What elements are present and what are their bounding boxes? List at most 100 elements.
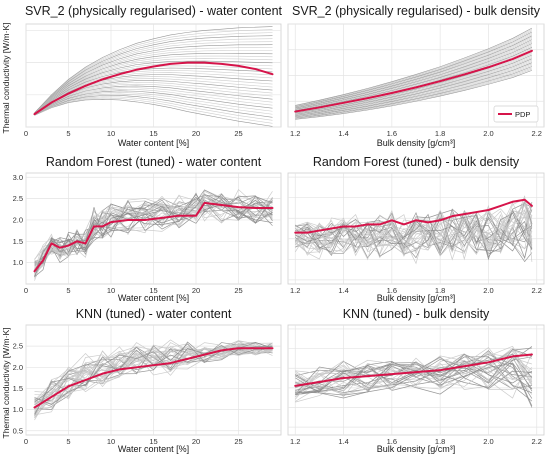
x-tick-label: 1.8	[435, 286, 445, 295]
ice-curve	[34, 50, 273, 114]
ice-curve	[295, 201, 533, 261]
ice-curve	[34, 47, 273, 114]
pdp-curve	[33, 61, 274, 116]
ice-curve	[295, 52, 533, 114]
ice-curve	[34, 192, 273, 273]
ice-curves	[34, 26, 273, 127]
ice-curve	[34, 347, 273, 413]
ice-curve	[295, 39, 533, 110]
ice-curve	[295, 362, 533, 406]
ice-curve	[34, 340, 273, 404]
x-tick-label: 1.6	[387, 437, 397, 446]
y-tick-label: 0.5	[13, 426, 23, 435]
x-axis-label: Water content [%]	[118, 444, 189, 454]
ice-curve	[34, 195, 273, 260]
pdp-curve	[294, 353, 533, 387]
subplot-rf-density: 1.2 1.4 1.6 1.8 2.0 2.2 Random Forest (tuned)…	[287, 155, 545, 303]
pdp-curve	[33, 347, 274, 409]
ice-curve	[295, 40, 533, 110]
y-tick-label: 1.5	[13, 384, 23, 393]
x-axis-label: Bulk density [g/cm³]	[377, 293, 456, 303]
ice-curve	[295, 202, 533, 255]
x-tick-label: 1.8	[435, 129, 445, 138]
subplot-svr-water: 0 5 10 15 20 25 SVR_2 (physically regularised…	[24, 4, 283, 148]
x-tick-label: 15	[149, 437, 157, 446]
y-tick-label: 1.5	[13, 237, 23, 246]
x-axis-label: Bulk density [g/cm³]	[377, 444, 456, 454]
ice-curve	[294, 349, 533, 400]
x-tick-label: 5	[66, 437, 70, 446]
x-tick-label: 10	[107, 286, 115, 295]
ice-curve	[295, 66, 533, 119]
pdp-curve	[294, 49, 533, 113]
ice-curve	[295, 352, 533, 398]
ice-curve	[34, 97, 273, 124]
ice-curve	[34, 35, 273, 114]
ice-curve	[295, 38, 533, 110]
x-tick-label: 2.2	[532, 437, 542, 446]
y-tick-label: 1.0	[13, 258, 23, 267]
ice-curve	[34, 95, 273, 118]
x-tick-label: 1.6	[387, 286, 397, 295]
ice-curve	[34, 69, 273, 115]
x-tick-label: 5	[66, 286, 70, 295]
legend: PDP	[493, 105, 539, 123]
ice-curve	[295, 199, 533, 260]
x-tick-label: 10	[107, 437, 115, 446]
ice-curve	[295, 345, 533, 393]
pdp-curve	[294, 198, 533, 234]
x-tick-labels: 0 5 10 15 20 25	[24, 286, 243, 295]
x-tick-label: 1.2	[290, 129, 300, 138]
x-tick-labels: 1.2 1.4 1.6 1.8 2.0 2.2	[290, 437, 542, 446]
x-tick-label: 0	[24, 129, 28, 138]
ice-curves	[34, 339, 273, 421]
subplot-title: SVR_2 (physically regularised) - water c…	[25, 4, 283, 18]
x-tick-label: 10	[107, 129, 115, 138]
ice-curve	[34, 347, 273, 411]
ice-curve	[295, 63, 533, 118]
ice-curve	[295, 67, 533, 119]
ice-curve	[34, 60, 273, 114]
subplot-title: KNN (tuned) - bulk density	[343, 307, 490, 321]
x-tick-label: 25	[234, 286, 242, 295]
ice-curve	[295, 352, 533, 399]
ice-curve	[295, 212, 533, 261]
subplot-knn-density: 1.2 1.4 1.6 1.8 2.0 2.2 KNN (tuned) - bulk de…	[287, 307, 545, 454]
x-tick-label: 20	[192, 286, 200, 295]
ice-curve	[295, 58, 533, 116]
x-tick-label: 0	[24, 286, 28, 295]
x-axis-label: Water content [%]	[118, 138, 189, 148]
y-tick-label: 2.5	[13, 194, 23, 203]
pdp-curve-layer	[294, 198, 533, 234]
ice-curve	[295, 53, 533, 115]
ice-curves	[295, 27, 533, 120]
ice-curve	[295, 208, 533, 260]
y-axis-label-row-1: Thermal conductivity [W/m·K]	[1, 23, 11, 134]
ice-curve	[34, 93, 273, 116]
x-tick-label: 1.8	[435, 437, 445, 446]
ice-curve	[295, 348, 533, 396]
x-tick-label: 20	[192, 129, 200, 138]
ice-curve	[34, 96, 273, 121]
ice-curve	[295, 43, 533, 111]
subplot-title: Random Forest (tuned) - water content	[46, 155, 262, 169]
ice-curve	[34, 82, 273, 115]
x-tick-label: 25	[234, 437, 242, 446]
ice-curve	[295, 68, 533, 120]
ice-curve	[34, 41, 273, 114]
legend-pdp-label: PDP	[515, 110, 530, 119]
x-tick-labels: 1.2 1.4 1.6 1.8 2.0 2.2	[290, 286, 542, 295]
x-tick-label: 2.0	[483, 129, 493, 138]
ice-curve	[295, 353, 533, 395]
ice-curve	[34, 192, 273, 271]
ice-curve	[295, 30, 533, 107]
x-tick-label: 15	[149, 129, 157, 138]
x-tick-labels: 0 5 10 15 20 25	[24, 437, 243, 446]
y-tick-labels: 1.0 1.5 2.0 2.5 3.0	[13, 173, 23, 267]
subplot-title: SVR_2 (physically regularised) - bulk de…	[292, 4, 541, 18]
ice-curve	[34, 29, 273, 114]
x-tick-label: 20	[192, 437, 200, 446]
ice-curve	[295, 59, 533, 117]
pdp-curve	[33, 201, 274, 273]
x-tick-label: 2.2	[532, 286, 542, 295]
